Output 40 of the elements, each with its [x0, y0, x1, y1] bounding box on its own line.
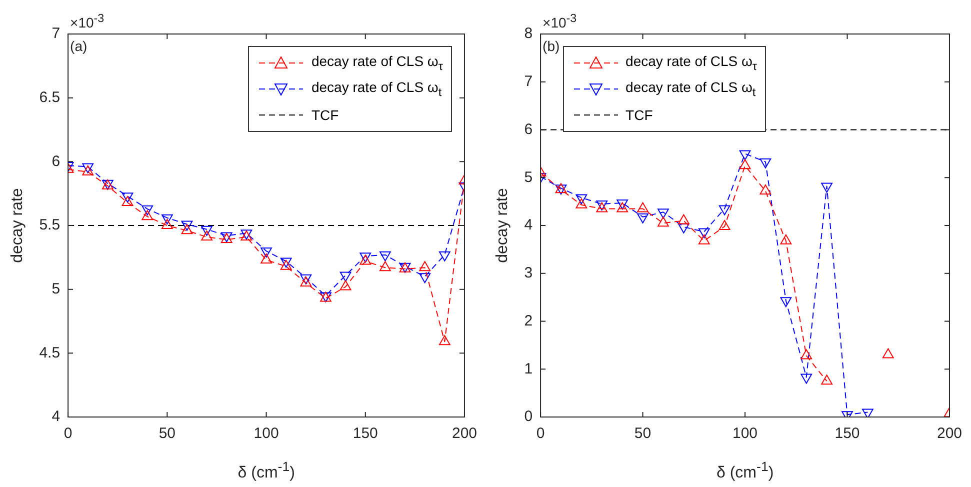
x-tick-label: 0 — [536, 425, 545, 442]
text: ×10$^{-3}$ — [70, 12, 104, 31]
legend-label: decay rate of CLS ω$_{t}$ — [626, 79, 756, 99]
y-tick-label: 3 — [524, 264, 533, 282]
annotation: (b) — [542, 38, 560, 54]
x-tick-label: 200 — [936, 425, 962, 442]
x-axis-title: δ (cm$^{-1}$) — [238, 459, 295, 482]
y-tick-label: 5.5 — [39, 216, 60, 234]
x-tick-label: 100 — [254, 425, 279, 442]
y-tick-label: 8 — [524, 25, 533, 42]
y-axis-title: decay rate — [9, 188, 26, 263]
y-tick-label: 7 — [52, 25, 60, 42]
y-tick-label: 4.5 — [39, 344, 60, 362]
x-tick-label: 50 — [634, 425, 652, 442]
legend-label: decay rate of CLS ω$_{τ}$ — [626, 53, 758, 73]
x-tick-label: 150 — [352, 425, 378, 442]
y-tick-label: 6 — [524, 120, 533, 138]
y-tick-label: 5 — [524, 168, 533, 186]
y-tick-label: 6 — [52, 152, 60, 170]
x-tick-label: 100 — [732, 425, 758, 442]
y-tick-label: 6.5 — [39, 88, 60, 106]
x-tick-label: 200 — [452, 425, 477, 442]
y-tick-label: 2 — [524, 312, 533, 330]
x-tick-label: 150 — [834, 425, 860, 442]
y-tick-label: 0 — [524, 408, 533, 426]
y-tick-label: 4 — [524, 216, 533, 234]
annotation: (a) — [70, 38, 88, 54]
y-tick-label: 7 — [524, 73, 533, 90]
text: ×10$^{-3}$ — [542, 12, 577, 31]
legend-label: decay rate of CLS ω$_{τ}$ — [311, 53, 443, 73]
y-tick-label: 5 — [52, 280, 60, 298]
x-axis-title: δ (cm$^{-1}$) — [716, 459, 774, 482]
legend-label: TCF — [311, 107, 339, 123]
y-axis-title: decay rate — [494, 188, 512, 263]
y-tick-label: 4 — [52, 408, 60, 426]
legend-label: TCF — [626, 107, 653, 123]
y-tick-label: 1 — [524, 360, 533, 378]
legend-label: decay rate of CLS ω$_{t}$ — [311, 79, 442, 99]
x-tick-label: 50 — [158, 425, 176, 442]
x-tick-label: 0 — [64, 425, 72, 442]
